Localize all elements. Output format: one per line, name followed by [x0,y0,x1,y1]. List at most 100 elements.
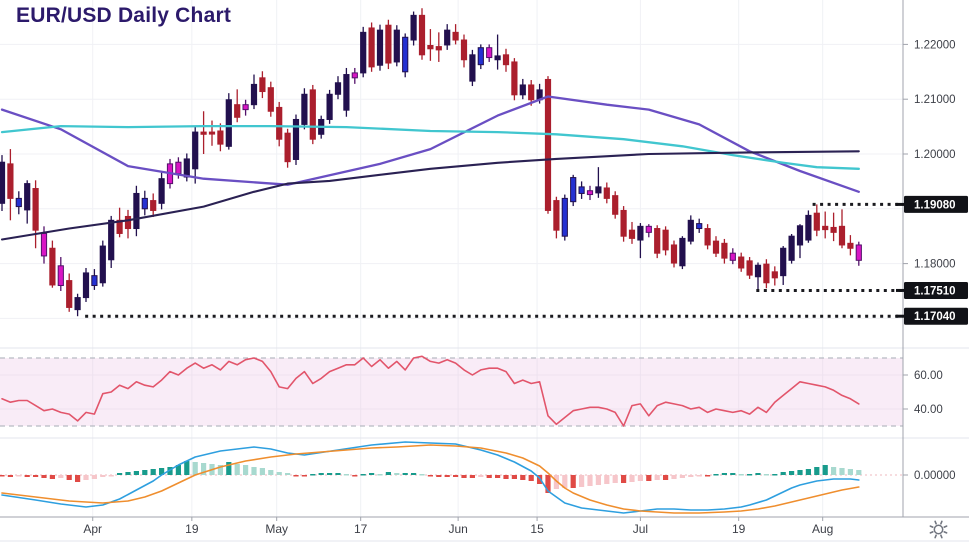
candle-body [0,161,6,204]
candle [595,167,602,198]
candle [477,44,484,70]
time-axis-label: 15 [530,522,544,536]
candle-body [712,240,720,254]
candle-body [208,131,216,135]
macd-histogram-bar [679,475,685,478]
macd-histogram-bar [385,472,391,475]
candle [553,196,560,239]
price-axis-label: 1.18000 [914,259,956,271]
candle [570,174,577,207]
macd-histogram-bar [66,475,72,480]
macd-histogram-bar [814,467,820,475]
macd-histogram-bar [285,473,291,475]
candle-body [830,226,837,233]
candle [746,257,753,279]
time-axis-label: 19 [732,522,746,536]
candle-body [696,223,703,230]
candle [822,211,829,239]
price-axis-area[interactable] [903,0,969,545]
settings-gear-icon[interactable] [929,520,948,539]
macd-histogram-bar [486,475,492,478]
macd-histogram-bar [705,475,711,477]
candle [284,128,291,168]
candle [91,269,98,290]
macd-histogram-bar [831,467,837,475]
candle [82,267,90,302]
gear-tooth [934,534,937,539]
candle [15,191,22,215]
candle [192,126,199,184]
candle-body [628,229,636,239]
candle [427,29,434,61]
candle-body [351,72,358,79]
candle-body [99,245,106,284]
gear-tooth [929,531,934,534]
price-axis[interactable]: 1.22000 1.21000 1.20000 1.18000 60.00 40.00 0.… [903,39,956,482]
macd-histogram-bar [259,468,265,475]
time-axis-label: Jun [448,522,467,536]
candle-body [276,106,283,140]
candle [771,266,778,286]
candle [32,180,39,249]
candle [620,206,627,242]
candle-body [654,228,661,254]
time-axis[interactable]: Apr 19 May 17 Jun 15 Jul 19 Aug [83,517,833,536]
candle-body [838,225,846,246]
macd-histogram-bar [856,470,862,475]
rsi-band-fill [0,358,903,426]
candle [628,221,636,244]
macd-histogram-bar [7,475,13,477]
rsi-axis-label: 40.00 [914,404,943,416]
macd-histogram-bar [755,473,761,475]
macd-histogram-bar [133,471,139,475]
time-axis-area[interactable] [0,517,969,545]
candle-body [242,104,249,111]
gear-tooth [940,534,943,539]
macd-histogram-bar [587,475,593,486]
macd-histogram-bar [730,473,736,475]
gear-circle [933,524,944,535]
candle [150,193,157,218]
price-tag-label: 1.17040 [914,311,956,323]
macd-histogram-bar [159,468,165,475]
candle-body [435,46,442,51]
candle-body [603,187,610,199]
price-axis-label: 1.20000 [914,149,956,161]
macd-histogram-bar [646,475,652,481]
candle-body [612,195,619,215]
time-axis-label: 19 [185,522,199,536]
candle-body [116,219,123,234]
candle-body [511,61,518,96]
price-tag-box [904,281,968,299]
macd-histogram-bar [75,475,81,482]
plot-area[interactable] [0,0,903,517]
candle-body [108,219,115,261]
candle-body [74,297,81,311]
candle-body [813,212,820,231]
candle [225,93,232,150]
candle-body [729,252,736,261]
candle-body [91,275,98,287]
candle [393,25,400,67]
macd-histogram-bar [301,475,307,477]
macd-histogram-bar [763,474,769,476]
candle-body [124,215,132,230]
macd-histogram-bar [327,473,333,475]
macd-histogram-bar [570,475,576,488]
macd-histogram-bar [721,473,727,475]
gear-tooth [940,520,943,525]
candle-body [721,242,728,259]
time-axis-label: May [265,522,288,536]
macd-histogram-bar [537,475,543,484]
candle-body [183,158,190,178]
macd-histogram-bar [738,474,744,476]
candle-body [822,225,829,231]
candle [334,76,342,100]
macd-histogram-bar [394,473,400,475]
macd-histogram-bar [629,475,635,482]
candle-body [662,229,669,251]
macd-histogram-bar [16,475,22,477]
macd-histogram-bar [0,475,5,477]
macd-histogram-bar [234,464,240,475]
